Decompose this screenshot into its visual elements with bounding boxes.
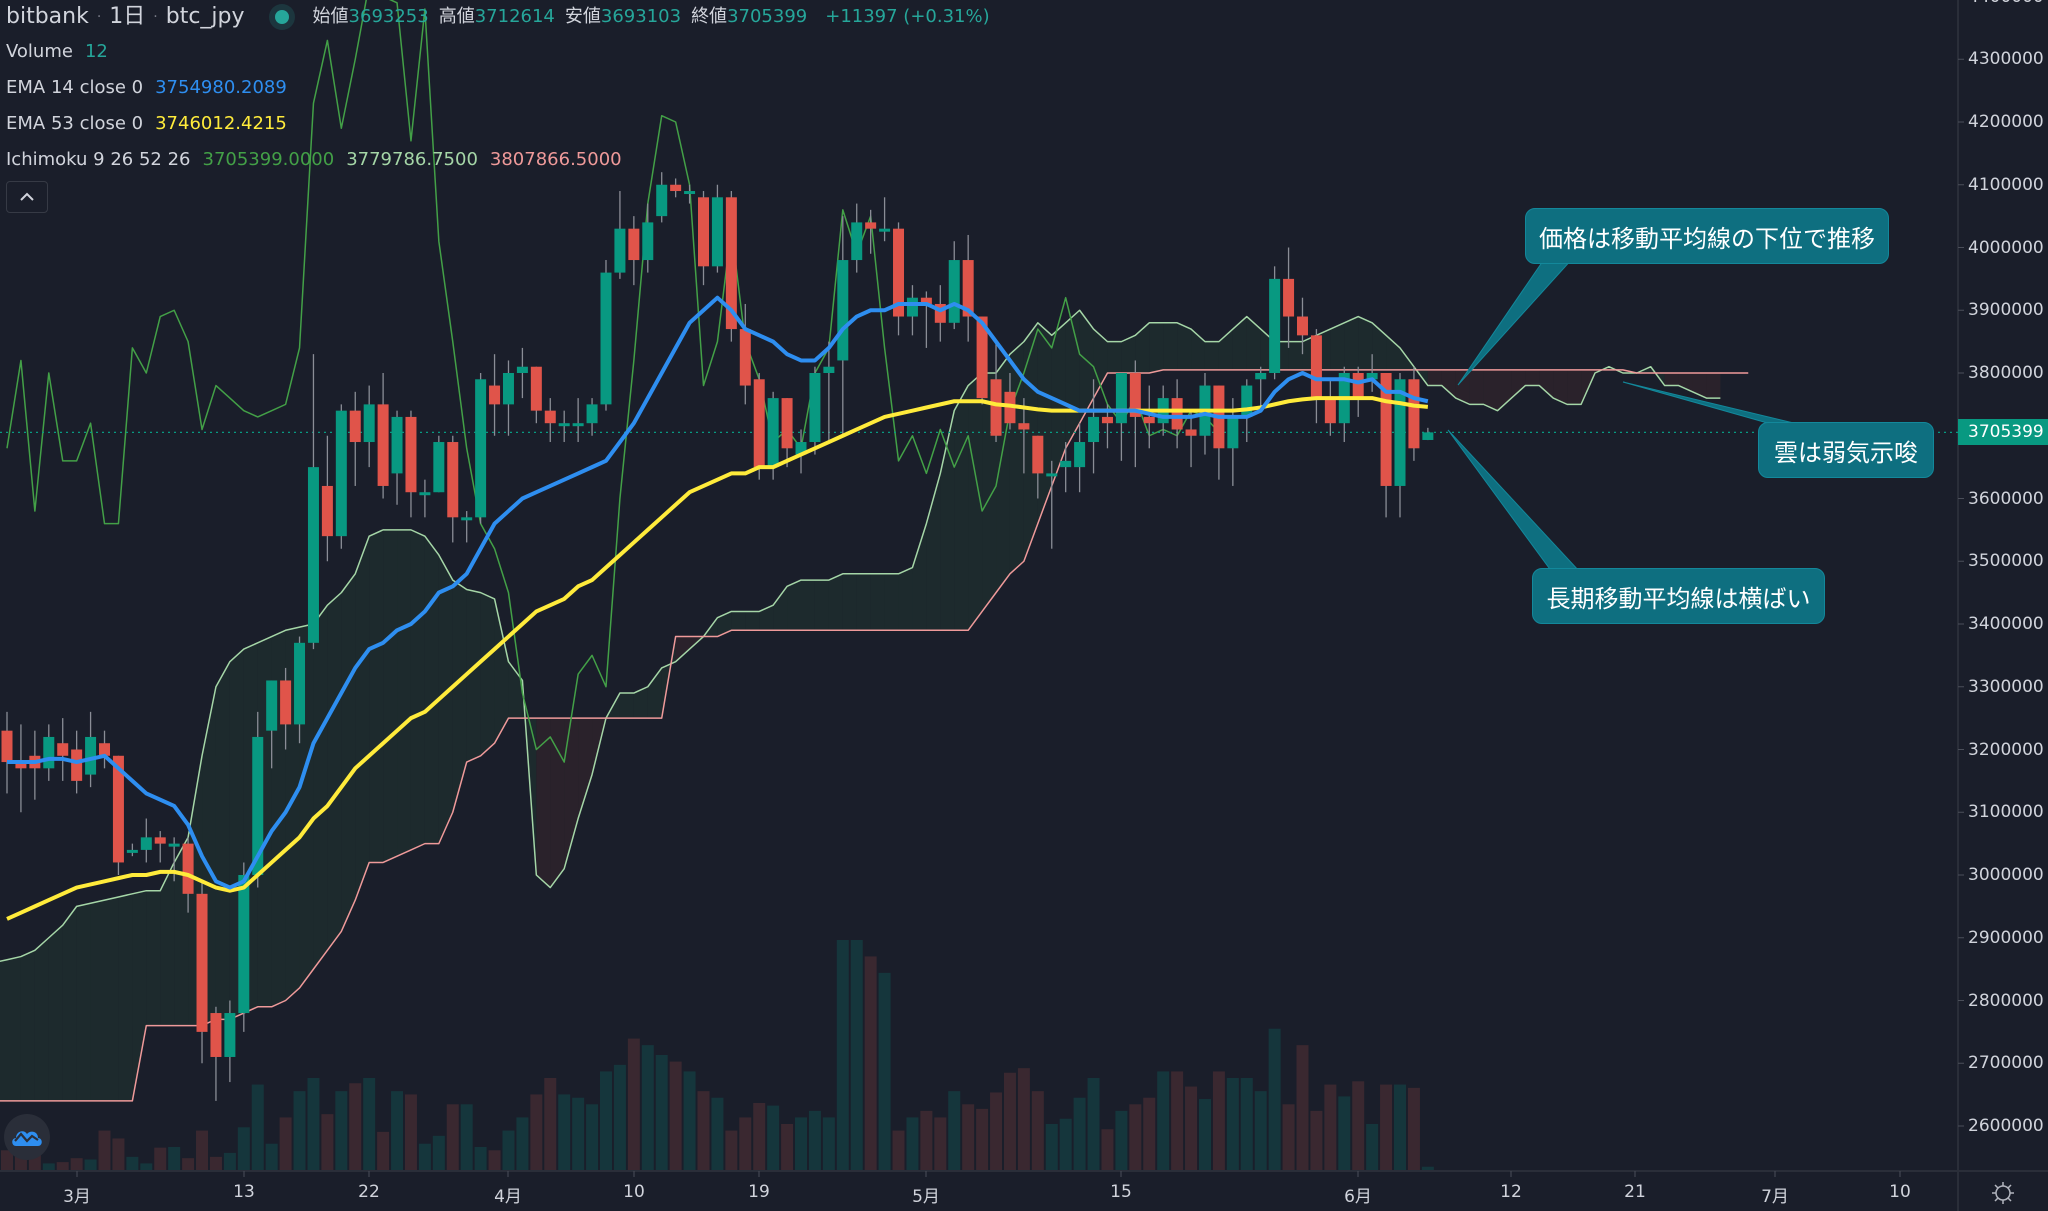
price-tick-label: 3800000	[1968, 363, 2044, 383]
tradingview-logo[interactable]	[4, 1114, 50, 1160]
ema14-label: EMA 14 close 0	[6, 77, 144, 98]
annotation-callout[interactable]: 長期移動平均線は横ばい	[1532, 568, 1825, 624]
time-tick-label: 12	[1500, 1182, 1522, 1202]
time-tick-label: 7月	[1761, 1187, 1789, 1207]
volume-value: 12	[84, 41, 108, 62]
time-tick-label: 13	[233, 1182, 255, 1202]
time-tick-label: 21	[1624, 1182, 1646, 1202]
symbol-row: bitbank · 1日 · btc_jpy 始値3693253 高値371261…	[6, 0, 990, 34]
collapse-legend-button[interactable]	[6, 181, 48, 213]
price-tick-label: 3400000	[1968, 614, 2044, 634]
last-price-label: 3705399	[1958, 419, 2048, 446]
price-tick-label: 4300000	[1968, 49, 2044, 70]
annotation-callout[interactable]: 雲は弱気示唆	[1758, 422, 1934, 478]
ema14-legend[interactable]: EMA 14 close 0 3754980.2089	[6, 70, 990, 106]
exchange-name[interactable]: bitbank	[6, 4, 89, 29]
market-status-icon	[274, 10, 289, 24]
separator-dot: ·	[96, 9, 102, 25]
price-tick-label: 2900000	[1968, 927, 2044, 948]
settings-gear-icon[interactable]	[1990, 1180, 2016, 1206]
price-tick-label: 2700000	[1968, 1053, 2044, 1074]
price-tick-label: 4400000	[1968, 0, 2044, 7]
annotation-callout[interactable]: 価格は移動平均線の下位で推移	[1525, 208, 1889, 264]
interval[interactable]: 1日	[109, 4, 146, 29]
price-tick-label: 3300000	[1968, 676, 2044, 697]
ema14-value: 3754980.2089	[155, 77, 287, 98]
time-tick-label: 6月	[1344, 1187, 1372, 1207]
price-tick-label: 3100000	[1968, 802, 2044, 823]
time-tick-label: 22	[358, 1182, 380, 1202]
ema53-label: EMA 53 close 0	[6, 113, 144, 134]
price-tick-label: 3900000	[1968, 300, 2044, 321]
time-tick-label: 10	[623, 1182, 645, 1202]
ohlc-value: 3712614	[474, 6, 555, 27]
ema53-value: 3746012.4215	[155, 113, 287, 134]
cloud-logo-icon	[12, 1131, 42, 1146]
price-change: +11397 (+0.31%)	[825, 6, 990, 27]
time-tick-label: 5月	[912, 1187, 940, 1207]
ohlc-value: 3693253	[348, 6, 429, 27]
ema53-legend[interactable]: EMA 53 close 0 3746012.4215	[6, 106, 990, 142]
time-tick-label: 15	[1110, 1182, 1132, 1202]
ohlc-value: 3705399	[727, 6, 808, 27]
ohlc-label: 終値	[691, 6, 728, 27]
ichimoku-label: Ichimoku 9 26 52 26	[6, 149, 191, 170]
volume-legend[interactable]: Volume 12	[6, 34, 990, 70]
chevron-up-icon	[20, 192, 34, 201]
time-tick-label: 3月	[63, 1187, 91, 1207]
price-tick-label: 4100000	[1968, 174, 2044, 195]
time-tick-label: 10	[1889, 1182, 1911, 1202]
price-tick-label: 3600000	[1968, 488, 2044, 509]
price-tick-label: 2800000	[1968, 990, 2044, 1011]
ichimoku-lagging-value: 3807866.5000	[489, 149, 622, 170]
symbol[interactable]: btc_jpy	[165, 4, 245, 29]
price-tick-label: 4200000	[1968, 112, 2044, 132]
time-tick-label: 19	[748, 1182, 770, 1202]
ohlc-label: 高値	[438, 6, 475, 27]
price-tick-label: 4000000	[1968, 237, 2044, 258]
ohlc-label: 安値	[564, 6, 601, 27]
price-tick-label: 3500000	[1968, 551, 2044, 572]
ichimoku-conversion-value: 3705399.0000	[202, 149, 335, 170]
volume-label: Volume	[6, 41, 73, 62]
ichimoku-legend[interactable]: Ichimoku 9 26 52 26 3705399.0000 3779786…	[6, 142, 990, 178]
ohlc-label: 始値	[312, 6, 349, 27]
ohlc-value: 3693103	[600, 6, 682, 27]
price-tick-label: 2600000	[1968, 1116, 2044, 1136]
ohlc-values: 始値3693253 高値3712614 安値3693103 終値3705399	[313, 0, 818, 35]
separator-dot: ·	[153, 9, 158, 25]
price-tick-label: 3000000	[1968, 865, 2044, 885]
time-tick-label: 4月	[494, 1187, 522, 1207]
chart-legend: bitbank · 1日 · btc_jpy 始値3693253 高値371261…	[6, 0, 990, 178]
ichimoku-base-value: 3779786.7500	[346, 149, 478, 170]
price-tick-label: 3200000	[1968, 739, 2044, 760]
